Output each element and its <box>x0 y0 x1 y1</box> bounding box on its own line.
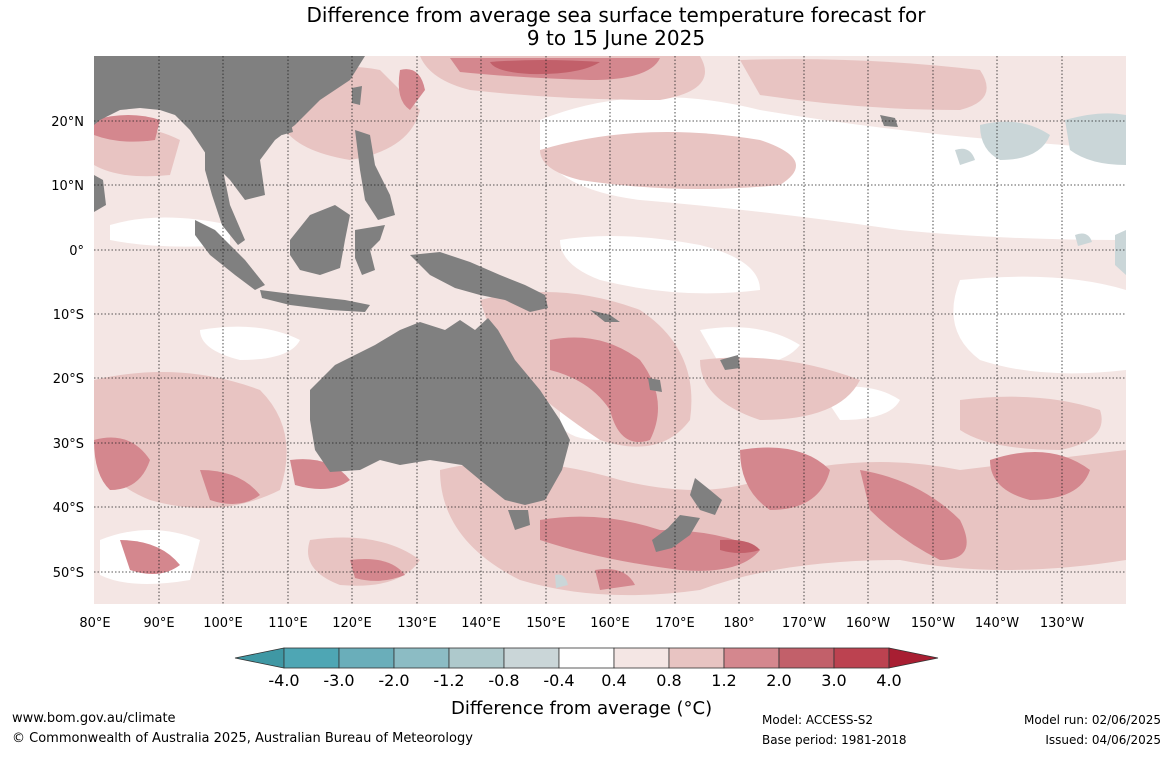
lon-label: 150°W <box>911 616 955 631</box>
colorbar-segment <box>668 647 725 669</box>
model-name: Model: ACCESS-S2 <box>762 713 874 727</box>
colorbar-segment <box>283 647 340 669</box>
colorbar-tick-label: 4.0 <box>876 671 902 690</box>
colorbar-segment <box>613 647 670 669</box>
land <box>94 56 898 552</box>
colorbar-tick-label: -4.0 <box>268 671 300 690</box>
colorbar-segment <box>448 647 505 669</box>
colorbar-upper-extension <box>888 647 939 669</box>
colorbar-tick-label: 0.4 <box>601 671 627 690</box>
lon-label: 160°W <box>846 616 890 631</box>
colorbar-tick-label: -0.8 <box>488 671 520 690</box>
colorbar-segment <box>723 647 780 669</box>
colorbar-tick-label: -3.0 <box>323 671 355 690</box>
colorbar <box>234 647 939 669</box>
website-link[interactable]: www.bom.gov.au/climate <box>12 711 176 726</box>
lon-label: 180° <box>723 616 754 631</box>
base-period: Base period: 1981-2018 <box>762 733 907 747</box>
colorbar-segment <box>558 647 615 669</box>
lon-label: 120°E <box>332 616 372 631</box>
colorbar-tick-label: -0.4 <box>543 671 575 690</box>
lon-label: 170°E <box>655 616 695 631</box>
lon-label: 160°E <box>590 616 630 631</box>
graticule <box>94 56 1126 604</box>
colorbar-tick-label: -2.0 <box>378 671 410 690</box>
anomaly-shading <box>94 56 1126 596</box>
lon-label: 140°W <box>975 616 1019 631</box>
lon-label: 130°E <box>397 616 437 631</box>
lon-label: 170°W <box>782 616 826 631</box>
colorbar-segment <box>778 647 835 669</box>
colorbar-tick-label: 1.2 <box>711 671 737 690</box>
colorbar-segment <box>833 647 890 669</box>
lon-label: 110°E <box>268 616 308 631</box>
map-title: Difference from average sea surface temp… <box>0 4 1173 50</box>
colorbar-tick-label: -1.2 <box>433 671 465 690</box>
latitude-labels: 20°N 10°N 0° 10°S 20°S 30°S 40°S 50°S <box>51 115 84 581</box>
lon-label: 90°E <box>143 616 174 631</box>
colorbar-segment <box>338 647 395 669</box>
longitude-labels: 80°E 90°E 100°E 110°E 120°E 130°E 140°E … <box>79 616 1084 631</box>
colorbar-tick-label: 2.0 <box>766 671 792 690</box>
lat-label: 10°N <box>51 179 84 194</box>
issued-date: Issued: 04/06/2025 <box>1045 733 1161 747</box>
colorbar-segment <box>503 647 560 669</box>
colorbar-title: Difference from average (°C) <box>451 698 713 719</box>
colorbar-lower-extension <box>234 647 285 669</box>
lat-label: 0° <box>69 244 84 259</box>
lat-label: 30°S <box>53 437 84 452</box>
title-line-1: Difference from average sea surface temp… <box>306 3 926 27</box>
colorbar-tick-label: 3.0 <box>821 671 847 690</box>
lat-label: 40°S <box>53 501 84 516</box>
lat-label: 50°S <box>53 566 84 581</box>
lon-label: 150°E <box>526 616 566 631</box>
colorbar-tick-label: 0.8 <box>656 671 682 690</box>
copyright-text: © Commonwealth of Australia 2025, Austra… <box>12 731 473 746</box>
model-run-date: Model run: 02/06/2025 <box>1023 713 1161 727</box>
lon-label: 140°E <box>461 616 501 631</box>
lon-label: 130°W <box>1040 616 1084 631</box>
lat-label: 20°S <box>53 372 84 387</box>
title-line-2: 9 to 15 June 2025 <box>526 26 706 50</box>
lat-label: 10°S <box>53 308 84 323</box>
lat-label: 20°N <box>51 115 84 130</box>
lon-label: 80°E <box>79 616 110 631</box>
colorbar-segment <box>393 647 450 669</box>
lon-label: 100°E <box>203 616 243 631</box>
